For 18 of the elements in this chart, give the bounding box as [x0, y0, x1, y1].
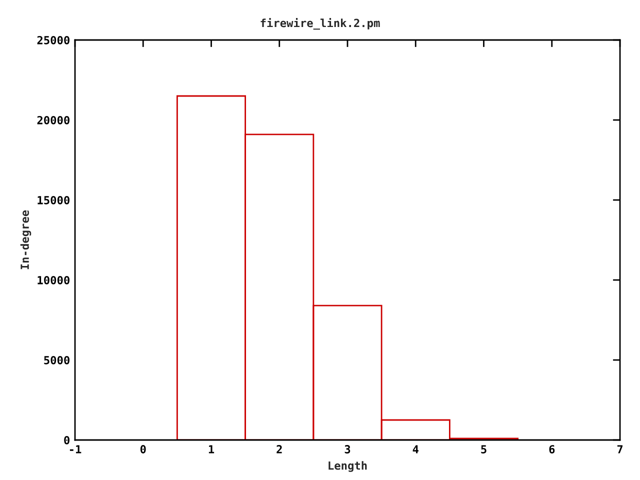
y-axis-title: In-degree	[20, 210, 32, 270]
x-tick-label: 4	[412, 445, 418, 454]
x-axis-title: Length	[328, 461, 367, 472]
y-tick-label: 15000	[38, 196, 70, 204]
chart-title: firewire_link.2.pm	[260, 18, 380, 30]
x-tick-label: 6	[549, 445, 555, 454]
y-tick-label: 10000	[38, 276, 70, 284]
x-tick-label: 7	[617, 445, 623, 454]
y-tick-label: 5000	[44, 356, 70, 364]
x-tick-label: 3	[344, 445, 350, 454]
x-tick-label: -1	[70, 445, 82, 454]
x-tick-label: 5	[481, 445, 486, 454]
x-tick-label: 1	[208, 445, 214, 454]
x-tick-label: 0	[140, 445, 146, 454]
y-tick-label: 20000	[37, 116, 70, 124]
y-tick-label: 25000	[37, 36, 70, 44]
y-tick-label: 0	[64, 436, 70, 444]
x-tick-label: 2	[276, 445, 282, 454]
